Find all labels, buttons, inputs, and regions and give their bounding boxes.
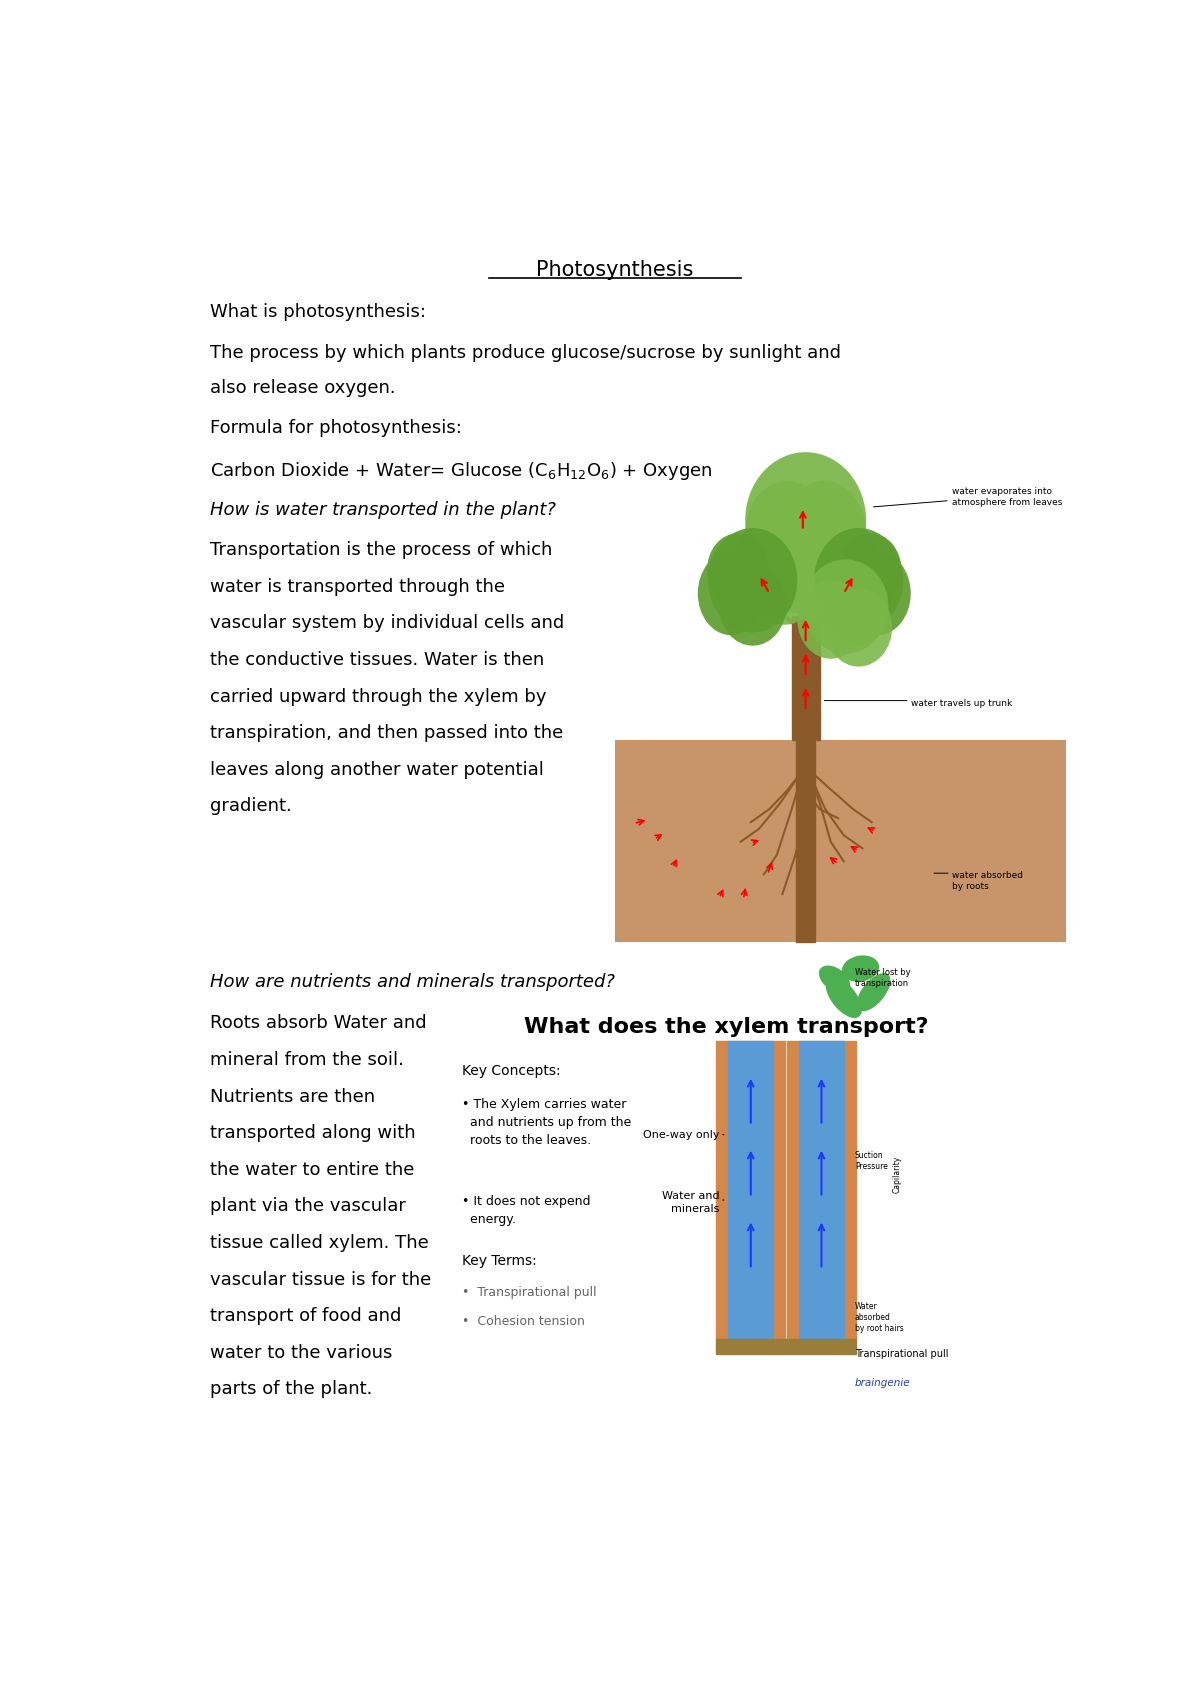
Text: Water
absorbed
by root hairs: Water absorbed by root hairs	[854, 1302, 904, 1333]
Text: parts of the plant.: parts of the plant.	[210, 1380, 373, 1399]
Ellipse shape	[797, 581, 864, 659]
Ellipse shape	[760, 514, 852, 615]
Ellipse shape	[814, 528, 904, 633]
Text: water to the various: water to the various	[210, 1343, 392, 1362]
Polygon shape	[716, 1338, 856, 1355]
Text: water is transported through the: water is transported through the	[210, 577, 505, 596]
Text: Carbon Dioxide + Water= Glucose (C$_6$H$_{12}$O$_6$) + Oxygen: Carbon Dioxide + Water= Glucose (C$_6$H$…	[210, 460, 713, 482]
Ellipse shape	[792, 547, 863, 625]
Text: the conductive tissues. Water is then: the conductive tissues. Water is then	[210, 650, 545, 669]
Text: the water to entire the: the water to entire the	[210, 1161, 415, 1178]
Polygon shape	[716, 1041, 785, 1338]
Text: braingenie: braingenie	[854, 1377, 911, 1387]
Ellipse shape	[782, 481, 866, 586]
Text: plant via the vascular: plant via the vascular	[210, 1197, 407, 1216]
Text: How are nutrients and minerals transported?: How are nutrients and minerals transport…	[210, 973, 616, 990]
Bar	[616, 740, 1066, 942]
Text: Transpirational pull: Transpirational pull	[854, 1350, 948, 1358]
Text: transported along with: transported along with	[210, 1124, 416, 1143]
Text: transpiration, and then passed into the: transpiration, and then passed into the	[210, 723, 564, 742]
Polygon shape	[728, 1041, 773, 1338]
Text: Photosynthesis: Photosynthesis	[536, 260, 694, 280]
Ellipse shape	[840, 533, 901, 606]
Text: What is photosynthesis:: What is photosynthesis:	[210, 304, 426, 321]
Text: Suction
Pressure: Suction Pressure	[854, 1151, 888, 1172]
Text: leaves along another water potential: leaves along another water potential	[210, 761, 545, 779]
Text: How is water transported in the plant?: How is water transported in the plant?	[210, 501, 557, 518]
Text: Water and
minerals: Water and minerals	[661, 1192, 719, 1214]
Text: Key Concepts:: Key Concepts:	[462, 1065, 560, 1078]
Ellipse shape	[857, 973, 890, 1012]
Text: Capilarity: Capilarity	[893, 1155, 902, 1192]
Ellipse shape	[842, 956, 880, 981]
Text: • It does not expend
  energy.: • It does not expend energy.	[462, 1195, 590, 1226]
Ellipse shape	[826, 976, 862, 1019]
Text: water absorbed
by roots: water absorbed by roots	[952, 871, 1022, 891]
Ellipse shape	[803, 516, 877, 608]
Text: water travels up trunk: water travels up trunk	[911, 698, 1012, 708]
Text: The process by which plants produce glucose/sucrose by sunlight and: The process by which plants produce gluc…	[210, 343, 841, 362]
Text: •  Cohesion tension: • Cohesion tension	[462, 1314, 584, 1328]
Ellipse shape	[818, 966, 850, 993]
Text: mineral from the soil.: mineral from the soil.	[210, 1051, 404, 1070]
Text: tissue called xylem. The: tissue called xylem. The	[210, 1234, 430, 1251]
Polygon shape	[797, 740, 815, 942]
Ellipse shape	[697, 552, 764, 635]
Ellipse shape	[707, 533, 768, 606]
Text: transport of food and: transport of food and	[210, 1307, 402, 1324]
Ellipse shape	[844, 552, 911, 635]
Text: •  Transpirational pull: • Transpirational pull	[462, 1287, 596, 1299]
Ellipse shape	[719, 567, 786, 645]
Text: gradient.: gradient.	[210, 798, 293, 815]
Text: Water lost by
transpiration: Water lost by transpiration	[854, 968, 911, 988]
Text: Transportation is the process of which: Transportation is the process of which	[210, 542, 553, 559]
Ellipse shape	[826, 588, 892, 667]
Text: Nutrients are then: Nutrients are then	[210, 1088, 376, 1105]
Text: Roots absorb Water and: Roots absorb Water and	[210, 1014, 427, 1032]
Text: also release oxygen.: also release oxygen.	[210, 379, 396, 397]
Ellipse shape	[734, 516, 809, 608]
Text: carried upward through the xylem by: carried upward through the xylem by	[210, 688, 547, 706]
Polygon shape	[787, 1041, 856, 1338]
Ellipse shape	[803, 559, 888, 654]
Ellipse shape	[708, 528, 797, 633]
Text: Key Terms:: Key Terms:	[462, 1253, 536, 1268]
Text: water evaporates into
atmosphere from leaves: water evaporates into atmosphere from le…	[952, 487, 1062, 506]
Ellipse shape	[745, 452, 866, 588]
Ellipse shape	[823, 567, 890, 645]
Ellipse shape	[745, 481, 829, 586]
Text: vascular system by individual cells and: vascular system by individual cells and	[210, 615, 565, 632]
Polygon shape	[792, 616, 820, 740]
Text: Formula for photosynthesis:: Formula for photosynthesis:	[210, 419, 462, 438]
Text: What does the xylem transport?: What does the xylem transport?	[524, 1017, 929, 1037]
Text: vascular tissue is for the: vascular tissue is for the	[210, 1270, 432, 1289]
Text: One-way only: One-way only	[643, 1129, 719, 1139]
Ellipse shape	[749, 547, 820, 625]
Polygon shape	[799, 1041, 844, 1338]
Bar	[616, 479, 1066, 740]
Text: • The Xylem carries water
  and nutrients up from the
  roots to the leaves.: • The Xylem carries water and nutrients …	[462, 1099, 631, 1148]
